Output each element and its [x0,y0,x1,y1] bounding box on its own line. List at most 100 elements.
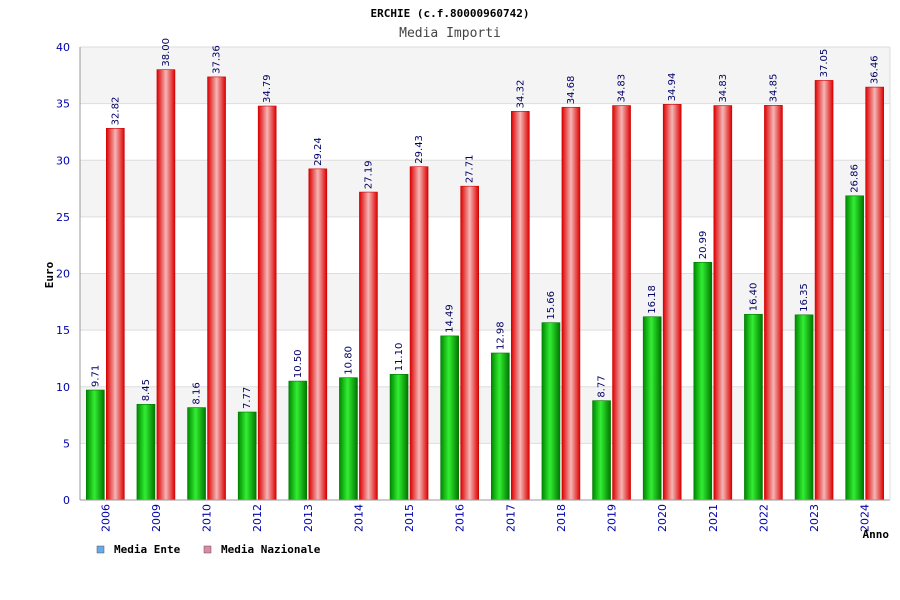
data-label-media-nazionale-2020: 34.94 [667,73,678,102]
bar-media-nazionale-2006 [106,128,125,501]
legend-label-media-ente: Media Ente [114,543,181,556]
data-label-media-nazionale-2016: 27.71 [465,155,476,184]
data-label-media-nazionale-2009: 38.00 [161,38,172,67]
x-tick-label: 2012 [251,504,264,532]
bar-media-ente-2017 [491,352,510,501]
bar-media-ente-2013 [288,380,308,501]
x-tick-labels: 2006 2009 2010 2012 2013 2014 2015 2016 2017 2018… [99,504,871,532]
data-labels-group: 9.71 32.82 8.45 38.00 8.16 37.36 7.77 34.79 10.5… [90,38,880,409]
bar-media-nazionale-2022 [764,105,783,501]
y-tick-label: 20 [56,268,70,281]
bar-media-nazionale-2021 [713,105,733,501]
bar-media-nazionale-2009 [156,69,176,501]
x-tick-label: 2015 [403,504,416,532]
x-tick-label: 2009 [150,504,163,532]
data-label-media-ente-2014: 10.80 [343,346,354,375]
bar-media-nazionale-2010 [207,76,226,501]
bar-media-nazionale-2018 [561,106,581,501]
data-label-media-nazionale-2010: 37.36 [212,45,223,74]
x-tick-label: 2020 [656,504,669,532]
bar-media-ente-2022 [744,313,763,501]
bar-media-ente-2009 [136,404,156,501]
y-tick-labels: 0 5 10 15 20 25 30 35 40 [56,41,70,507]
data-label-media-ente-2006: 9.71 [90,365,101,387]
bars-group [86,69,884,501]
data-label-media-ente-2009: 8.45 [141,379,152,401]
bar-media-nazionale-2014 [359,191,378,501]
bar-media-ente-2023 [794,314,814,501]
bar-media-nazionale-2019 [612,105,631,501]
legend-label-media-nazionale: Media Nazionale [221,543,321,556]
bar-media-ente-2006 [86,389,105,501]
data-label-media-ente-2015: 11.10 [394,343,405,372]
data-label-media-nazionale-2012: 34.79 [262,74,273,103]
data-label-media-nazionale-2018: 34.68 [566,76,577,105]
data-label-media-nazionale-2024: 36.46 [870,55,881,84]
legend-swatch-media-ente [96,545,105,554]
bar-media-nazionale-2024 [865,86,884,501]
x-tick-label: 2006 [99,504,112,532]
x-tick-label: 2016 [454,504,467,532]
y-tick-label: 30 [56,154,70,167]
x-tick-label: 2022 [757,504,770,532]
data-label-media-ente-2017: 12.98 [495,321,506,350]
bar-media-nazionale-2017 [511,111,530,501]
legend: Media Ente Media Nazionale [96,543,321,556]
data-label-media-nazionale-2021: 34.83 [718,74,729,103]
bar-media-nazionale-2013 [308,168,328,501]
data-label-media-nazionale-2022: 34.85 [768,74,779,103]
data-label-media-nazionale-2015: 29.43 [414,135,425,164]
bar-media-nazionale-2012 [257,105,277,501]
legend-swatch-media-nazionale [203,545,212,554]
data-label-media-ente-2024: 26.86 [850,164,861,193]
data-label-media-ente-2019: 8.77 [597,375,608,397]
bar-media-ente-2020 [642,316,662,501]
bar-media-ente-2014 [339,377,358,501]
y-axis-label: Euro [43,261,56,288]
data-label-media-nazionale-2023: 37.05 [819,49,830,78]
x-tick-label: 2024 [859,504,872,532]
x-tick-label: 2017 [504,504,517,532]
data-label-media-ente-2013: 10.50 [293,349,304,378]
bar-media-ente-2016 [440,335,459,501]
data-label-media-ente-2022: 16.40 [748,283,759,312]
x-tick-label: 2014 [352,504,365,532]
x-tick-label: 2013 [302,504,315,532]
bar-media-ente-2012 [237,411,257,501]
y-tick-label: 5 [63,437,70,450]
bar-media-ente-2010 [187,407,206,501]
data-label-media-ente-2016: 14.49 [445,304,456,333]
bar-media-nazionale-2015 [409,166,429,501]
data-label-media-nazionale-2019: 34.83 [617,74,628,103]
data-label-media-nazionale-2017: 34.32 [515,80,526,109]
data-label-media-ente-2021: 20.99 [698,231,709,260]
axes [79,47,891,501]
chart-title: ERCHIE (c.f.80000960742) [371,7,530,20]
data-label-media-ente-2023: 16.35 [799,283,810,312]
chart-subtitle: Media Importi [399,26,501,41]
bar-media-ente-2019 [592,400,611,501]
y-tick-label: 15 [56,324,70,337]
x-tick-label: 2021 [707,504,720,532]
y-tick-label: 0 [63,494,70,507]
bar-media-ente-2018 [541,322,561,501]
data-label-media-ente-2018: 15.66 [546,291,557,320]
bar-media-nazionale-2023 [814,80,834,501]
y-tick-label: 35 [56,98,70,111]
data-label-media-nazionale-2013: 29.24 [313,137,324,166]
y-tick-label: 25 [56,211,70,224]
x-tick-label: 2019 [606,504,619,532]
bar-media-ente-2024 [845,195,864,501]
data-label-media-nazionale-2014: 27.19 [363,160,374,189]
data-label-media-ente-2012: 7.77 [242,387,253,409]
x-tick-label: 2018 [555,504,568,532]
x-tick-label: 2023 [808,504,821,532]
bar-media-nazionale-2016 [460,185,479,501]
y-tick-label: 40 [56,41,70,54]
bar-media-ente-2015 [389,373,409,501]
bar-media-ente-2021 [693,261,713,501]
x-tick-label: 2010 [201,504,214,532]
data-label-media-ente-2010: 8.16 [192,382,203,404]
y-tick-label: 10 [56,381,70,394]
